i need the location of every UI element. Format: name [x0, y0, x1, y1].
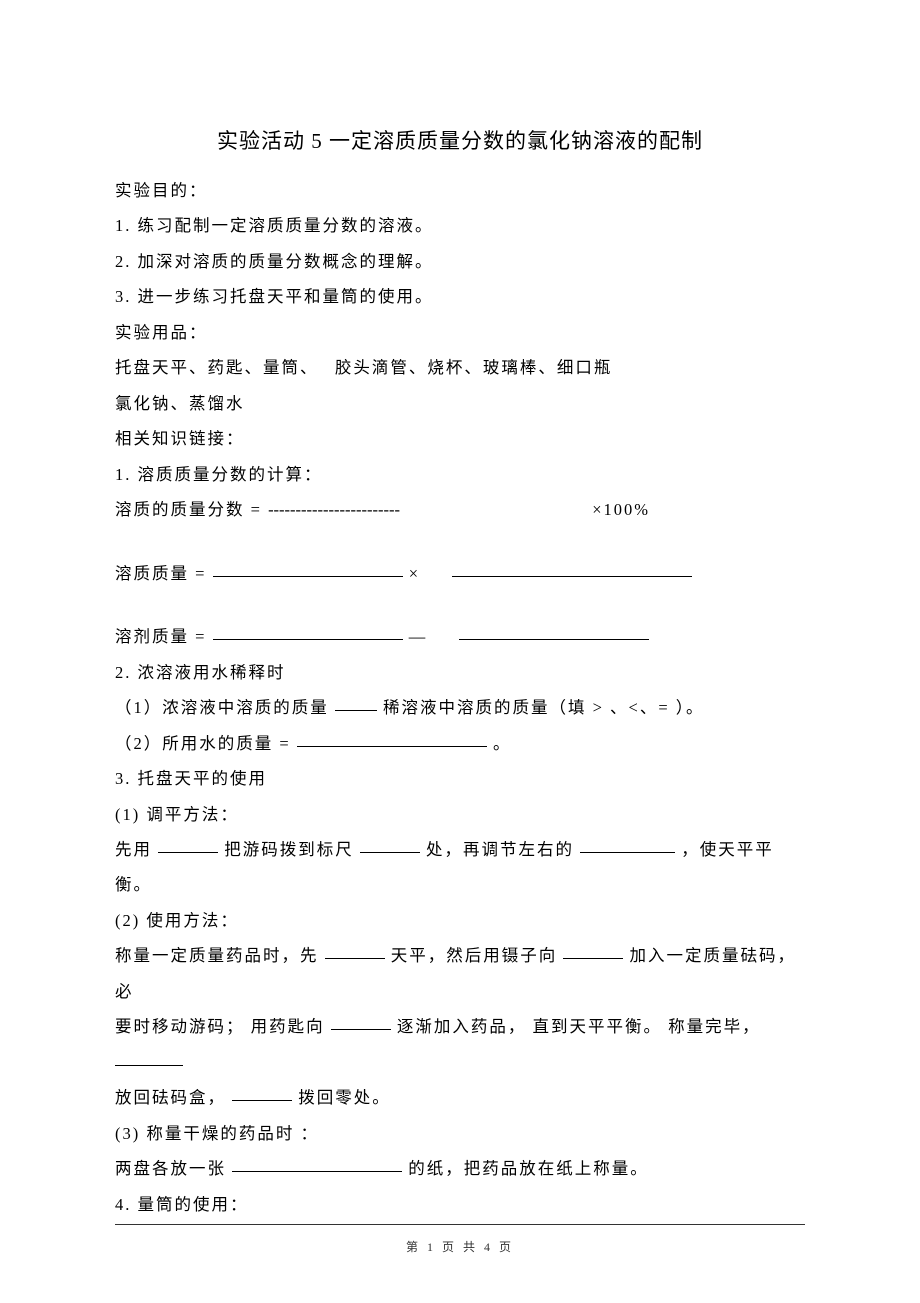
item-3-2: (2) 使用方法：: [115, 903, 805, 938]
text-solvent-b: —: [409, 627, 434, 646]
section-2: 2. 浓溶液用水稀释时: [115, 655, 805, 690]
footer-divider: [115, 1224, 805, 1225]
blank-line: [563, 958, 623, 959]
text-21a: 要时移动游码； 用药匙向: [115, 1017, 325, 1036]
text-solvent-a: 溶剂质量 =: [115, 627, 213, 646]
formula-solvent-mass: 溶剂质量 = —: [115, 619, 805, 654]
heading-purpose: 实验目的：: [115, 173, 805, 208]
text-2-2a: （2）所用水的质量 =: [115, 734, 291, 753]
heading-knowledge: 相关知识链接：: [115, 421, 805, 456]
document-title: 实验活动 5 一定溶质质量分数的氯化钠溶液的配制: [115, 125, 805, 155]
heading-equipment: 实验用品：: [115, 315, 805, 350]
text-18c: 处，再调节左右的: [426, 840, 580, 859]
formula-fraction: 溶质的质量分数 = ------------------------ ×100%: [115, 492, 805, 527]
text-22b: 拨回零处。: [298, 1088, 391, 1107]
text-20b: 天平，然后用镊子向: [391, 946, 564, 965]
document-body: 实验目的： 1. 练习配制一定溶质质量分数的溶液。 2. 加深对溶质的质量分数概…: [115, 173, 805, 1222]
section-1: 1. 溶质质量分数的计算：: [115, 457, 805, 492]
text-2-1b: 稀溶液中溶质的质量（填 > 、<、= ）。: [383, 698, 705, 717]
blank-line: [452, 576, 692, 577]
text-solute-b: ×: [409, 564, 420, 583]
blank-line: [115, 1065, 183, 1066]
line-3-1-detail: 先用 把游码拨到标尺 处，再调节左右的 ，使天平平衡。: [115, 832, 805, 903]
text-2-1a: （1）浓溶液中溶质的质量: [115, 698, 335, 717]
blank-line: [232, 1100, 292, 1101]
blank-line: [213, 576, 403, 577]
blank-line: [331, 1029, 391, 1030]
blank-line: [297, 746, 487, 747]
text-24a: 两盘各放一张: [115, 1159, 232, 1178]
item-3: 3. 进一步练习托盘天平和量筒的使用。: [115, 279, 805, 314]
text-solute-a: 溶质质量 =: [115, 564, 206, 583]
item-1: 1. 练习配制一定溶质质量分数的溶液。: [115, 208, 805, 243]
line-3-2-detail-2: 要时移动游码； 用药匙向 逐渐加入药品， 直到天平平衡。 称量完毕，: [115, 1009, 805, 1080]
text-24b: 的纸，把药品放在纸上称量。: [408, 1159, 649, 1178]
blank-line: [335, 710, 377, 711]
chemicals-list: 氯化钠、蒸馏水: [115, 386, 805, 421]
blank-line: [325, 958, 385, 959]
text-21b: 逐渐加入药品， 直到天平平衡。 称量完毕，: [397, 1017, 761, 1036]
text-fraction-c: ×100%: [592, 500, 650, 519]
blank-line: [232, 1171, 402, 1172]
item-3-3: (3) 称量干燥的药品时 ：: [115, 1116, 805, 1151]
item-2-2: （2）所用水的质量 = 。: [115, 726, 805, 761]
item-2-1: （1）浓溶液中溶质的质量 稀溶液中溶质的质量（填 > 、<、= ）。: [115, 690, 805, 725]
text-18a: 先用: [115, 840, 152, 859]
text-fraction-a: 溶质的质量分数 =: [115, 500, 268, 519]
line-3-2-detail-1: 称量一定质量药品时，先 天平，然后用镊子向 加入一定质量砝码， 必: [115, 938, 805, 1009]
fraction-line: ------------------------: [268, 500, 400, 519]
formula-solute-mass: 溶质质量 = ×: [115, 556, 805, 591]
line-3-2-detail-3: 放回砝码盒， 拨回零处。: [115, 1080, 805, 1115]
blank-line: [360, 852, 420, 853]
text-18b: 把游码拨到标尺: [224, 840, 360, 859]
blank-line: [158, 852, 218, 853]
blank-line: [459, 639, 649, 640]
blank-line: [580, 852, 675, 853]
blank-line: [213, 639, 403, 640]
spacer: [115, 528, 805, 556]
section-4: 4. 量筒的使用：: [115, 1187, 805, 1222]
text-2-2b: 。: [493, 734, 512, 753]
section-3: 3. 托盘天平的使用: [115, 761, 805, 796]
spacer: [115, 591, 805, 619]
page-footer: 第 1 页 共 4 页: [0, 1238, 920, 1255]
equipment-list: 托盘天平、药匙、量筒、 胶头滴管、烧杯、玻璃棒、细口瓶: [115, 350, 805, 385]
item-3-1: (1) 调平方法：: [115, 797, 805, 832]
item-2: 2. 加深对溶质的质量分数概念的理解。: [115, 244, 805, 279]
line-3-3-detail: 两盘各放一张 的纸，把药品放在纸上称量。: [115, 1151, 805, 1186]
text-22a: 放回砝码盒，: [115, 1088, 232, 1107]
text-20a: 称量一定质量药品时，先: [115, 946, 325, 965]
